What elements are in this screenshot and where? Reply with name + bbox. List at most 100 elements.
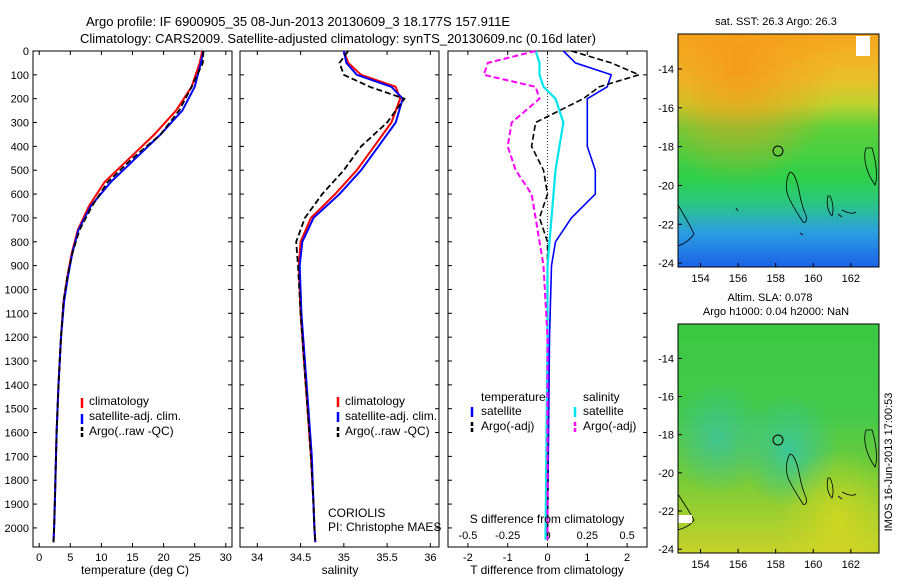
map-x-tick-label: 162 bbox=[842, 559, 860, 571]
y-tick-label: 300 bbox=[11, 118, 29, 130]
legend-climatology: climatology bbox=[89, 394, 149, 408]
y-tick-label: 100 bbox=[11, 70, 29, 82]
y-tick-label: 400 bbox=[11, 141, 29, 153]
y-tick-label: 1200 bbox=[5, 332, 29, 344]
difference-series-line bbox=[482, 50, 549, 540]
temperature-xlabel: temperature (deg C) bbox=[81, 563, 189, 577]
legend-salinity-title: salinity bbox=[583, 390, 620, 404]
y-tick-label: 1500 bbox=[5, 404, 29, 416]
map-x-tick-label: 154 bbox=[691, 273, 709, 285]
map-x-tick-label: 156 bbox=[729, 559, 747, 571]
y-tick-label: 800 bbox=[11, 237, 29, 249]
sst-title: sat. SST: 26.3 Argo: 26.3 bbox=[715, 16, 837, 28]
salinity-panel: 34 34.5 35 35.5 36 salinity climatology sate… bbox=[239, 50, 441, 577]
y-tick-label: 1600 bbox=[5, 428, 29, 440]
salinity-series-line bbox=[295, 50, 406, 543]
y-tick-label: 1900 bbox=[5, 499, 29, 511]
x2-tick-label: 0.25 bbox=[577, 530, 598, 542]
map-y-tick-label: -24 bbox=[658, 258, 674, 270]
y-tick-label: 500 bbox=[11, 165, 29, 177]
x-tick-label: 0 bbox=[36, 552, 42, 564]
y-tick-label: 1100 bbox=[5, 308, 29, 320]
y-tick-label: 0 bbox=[23, 46, 29, 58]
x2-tick-label: -0.25 bbox=[495, 530, 520, 542]
map-y-tick-label: -22 bbox=[658, 506, 674, 518]
y-tick-label: 900 bbox=[11, 261, 29, 273]
x-tick-label: 35 bbox=[338, 552, 350, 564]
sla-frame bbox=[677, 323, 880, 554]
y-tick-label: 200 bbox=[11, 94, 29, 106]
title-line-2: Climatology: CARS2009. Satellite-adjuste… bbox=[80, 31, 596, 46]
legend-satellite-adj: satellite-adj. clim. bbox=[89, 409, 181, 423]
x-tick-label: 2 bbox=[624, 552, 630, 564]
salinity-xlabel: salinity bbox=[322, 563, 359, 577]
title-line-1: Argo profile: IF 6900905_35 08-Jun-2013 … bbox=[86, 14, 510, 29]
map-x-tick-label: 154 bbox=[691, 559, 709, 571]
sst-missing-patch bbox=[856, 36, 870, 56]
timestamp-label: IMOS 16-Jun-2013 17:00:53 bbox=[883, 393, 895, 532]
y-tick-label: 600 bbox=[11, 189, 29, 201]
map-y-tick-label: -24 bbox=[658, 544, 674, 556]
x-tick-label: 34 bbox=[251, 552, 263, 564]
legend-sal-argo: Argo(..raw -QC) bbox=[345, 424, 430, 438]
y-tick-label: 1700 bbox=[5, 451, 29, 463]
y-tick-label: 1000 bbox=[5, 284, 29, 296]
x-tick-label: -2 bbox=[463, 552, 473, 564]
legend-temp-argo: Argo(-adj) bbox=[481, 419, 534, 433]
temperature-axes-frame bbox=[32, 50, 233, 548]
x-tick-label: 1 bbox=[584, 552, 590, 564]
map-y-tick-label: -14 bbox=[658, 353, 674, 365]
x-tick-label: 20 bbox=[157, 552, 169, 564]
legend-sal-satellite-adj: satellite-adj. clim. bbox=[345, 409, 437, 423]
sla-title-line-2: Argo h1000: 0.04 h2000: NaN bbox=[703, 306, 849, 318]
y-tick-label: 1300 bbox=[5, 356, 29, 368]
map-y-tick-label: -20 bbox=[658, 180, 674, 192]
sst-profile-marker bbox=[772, 145, 784, 157]
legend-sal-argo-adj: Argo(-adj) bbox=[583, 419, 636, 433]
map-x-tick-label: 156 bbox=[729, 273, 747, 285]
legend-sal-climatology: climatology bbox=[345, 394, 405, 408]
y-tick-label: 1400 bbox=[5, 380, 29, 392]
map-y-tick-label: -16 bbox=[658, 103, 674, 115]
x-tick-label: 34.5 bbox=[290, 552, 311, 564]
sst-map-panel: sat. SST: 26.3 Argo: 26.3 154 156 158 160 16… bbox=[658, 16, 880, 285]
map-x-tick-label: 158 bbox=[767, 273, 785, 285]
legend-temp-satellite: satellite bbox=[481, 404, 522, 418]
y-tick-label: 1800 bbox=[5, 475, 29, 487]
x-tick-label: 15 bbox=[126, 552, 138, 564]
salinity-axes-frame bbox=[239, 50, 440, 548]
x-tick-label: 5 bbox=[67, 552, 73, 564]
x-tick-label: 25 bbox=[189, 552, 201, 564]
sla-title-line-1: Altim. SLA: 0.078 bbox=[728, 292, 813, 304]
map-y-tick-label: -18 bbox=[658, 142, 674, 154]
temperature-series-line bbox=[52, 50, 205, 543]
y-tick-label: 2000 bbox=[5, 523, 29, 535]
map-y-tick-label: -14 bbox=[658, 64, 674, 76]
map-x-tick-label: 158 bbox=[767, 559, 785, 571]
difference-x2label: S difference from climatology bbox=[470, 512, 625, 526]
coriolis-label: CORIOLIS bbox=[328, 506, 385, 520]
pi-label: PI: Christophe MAES bbox=[328, 520, 441, 534]
sst-coastlines bbox=[677, 147, 877, 247]
x-tick-label: 35.5 bbox=[376, 552, 397, 564]
map-y-tick-label: -18 bbox=[658, 430, 674, 442]
x-tick-label: 36 bbox=[424, 552, 436, 564]
x-tick-label: 30 bbox=[220, 552, 232, 564]
sla-profile-marker bbox=[772, 434, 784, 446]
map-y-tick-label: -16 bbox=[658, 392, 674, 404]
map-x-tick-label: 160 bbox=[804, 559, 822, 571]
x-tick-label: -1 bbox=[503, 552, 513, 564]
map-x-tick-label: 160 bbox=[804, 273, 822, 285]
temperature-legend: climatology satellite-adj. clim. Argo(..… bbox=[80, 394, 181, 438]
salinity-legend: climatology satellite-adj. clim. Argo(..… bbox=[336, 394, 437, 438]
difference-panel: -2 -1 0 1 2 -0.5 -0.25 0 0.25 0.5 T difference f… bbox=[447, 50, 648, 577]
x-tick-label: 10 bbox=[95, 552, 107, 564]
x2-tick-label: 0.5 bbox=[619, 530, 634, 542]
x-tick-label: 0 bbox=[544, 552, 550, 564]
temperature-panel: 0100200300400500600700800900100011001200… bbox=[5, 46, 233, 577]
map-y-tick-label: -20 bbox=[658, 468, 674, 480]
x2-tick-label: -0.5 bbox=[458, 530, 477, 542]
legend-sal-satellite: satellite bbox=[583, 404, 624, 418]
sst-frame bbox=[677, 33, 880, 268]
